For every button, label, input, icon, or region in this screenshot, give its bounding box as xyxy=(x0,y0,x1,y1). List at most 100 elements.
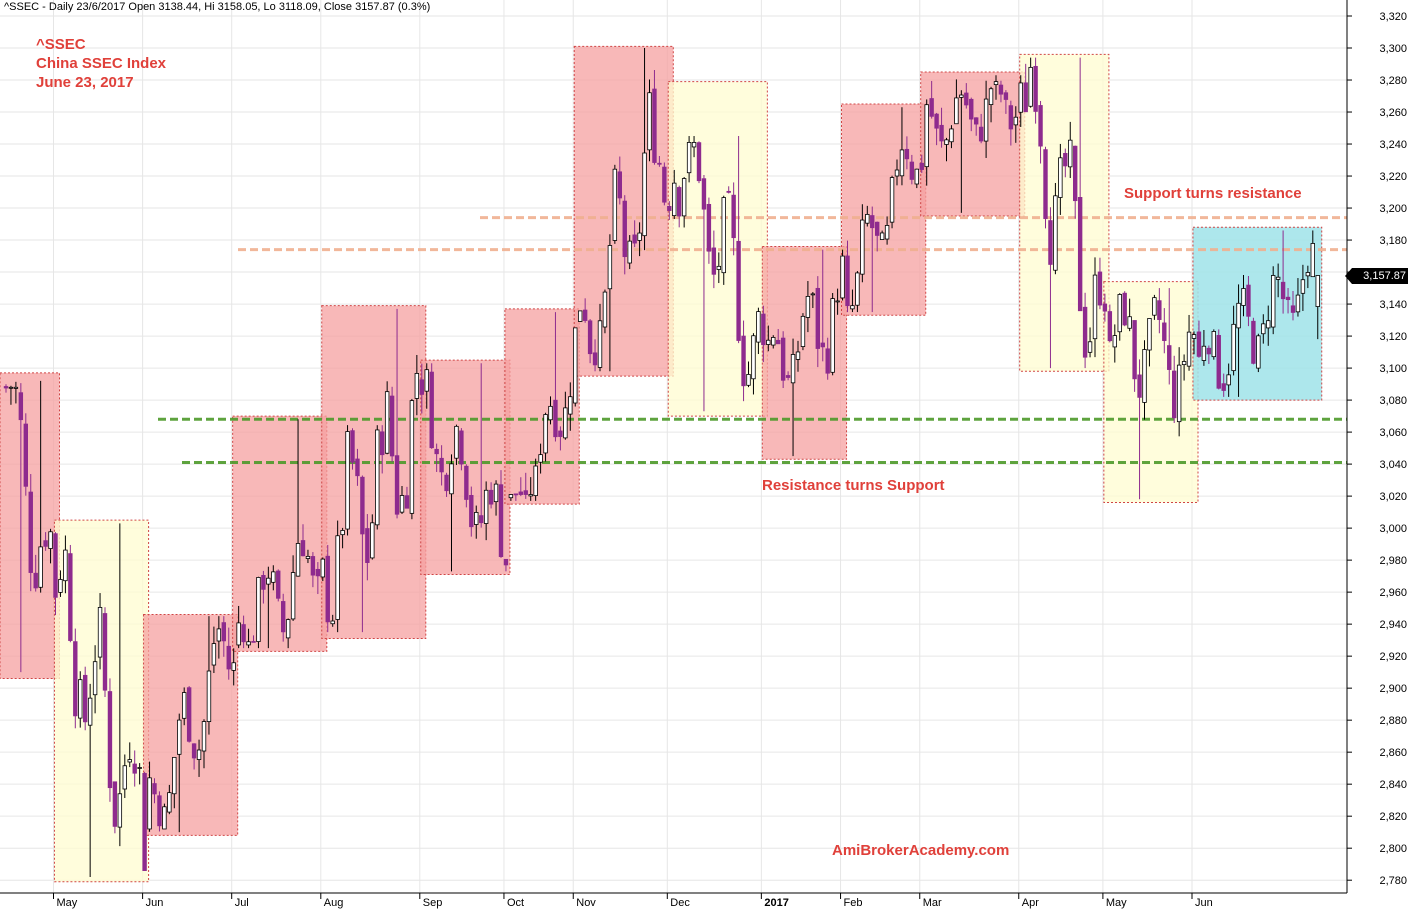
candle xyxy=(563,391,568,440)
range-box-pink xyxy=(841,103,927,316)
candle-body xyxy=(558,430,563,437)
candle xyxy=(840,249,845,301)
candle xyxy=(1137,359,1142,500)
candle-body xyxy=(58,579,63,593)
candle-body xyxy=(78,679,83,719)
candle-body xyxy=(914,168,919,185)
candle-body xyxy=(736,240,741,341)
candle xyxy=(1092,257,1098,358)
candle-body xyxy=(929,98,934,117)
candle xyxy=(132,750,137,787)
candle-body xyxy=(855,272,860,306)
candle-body xyxy=(503,558,509,566)
candle xyxy=(731,182,736,256)
x-tick-label: Jul xyxy=(235,897,249,909)
candle xyxy=(266,566,271,649)
candle-body xyxy=(607,245,613,290)
candle xyxy=(305,549,311,564)
candle xyxy=(508,493,514,501)
candle-body xyxy=(196,749,202,760)
candle xyxy=(112,781,118,834)
candle-body xyxy=(617,171,622,199)
candle xyxy=(1107,304,1113,343)
candle xyxy=(1221,373,1226,397)
candle-body xyxy=(1008,105,1014,130)
candle xyxy=(533,458,538,501)
candle-body xyxy=(1043,149,1048,219)
candle xyxy=(87,683,93,877)
candle-body xyxy=(1127,316,1132,329)
candle xyxy=(553,312,558,442)
candle-body xyxy=(1172,370,1177,419)
candle xyxy=(810,291,816,308)
candle-body xyxy=(860,219,865,275)
candle-body xyxy=(478,515,484,524)
candle xyxy=(573,327,578,407)
candle xyxy=(58,570,63,597)
candle-body xyxy=(1266,320,1271,329)
candle-body xyxy=(142,773,147,871)
candle xyxy=(904,136,910,170)
candle-body xyxy=(513,493,519,496)
candle-body xyxy=(310,556,316,576)
candle-body xyxy=(518,491,523,495)
candle xyxy=(454,424,459,465)
candle xyxy=(83,666,88,731)
candle-body xyxy=(429,371,434,449)
candle xyxy=(889,175,895,229)
candle-body xyxy=(107,691,113,789)
candle xyxy=(756,307,761,355)
candle xyxy=(1261,314,1266,344)
candle-body xyxy=(414,373,420,399)
y-tick-label: 3,020 xyxy=(1379,491,1407,503)
candle-body xyxy=(147,777,152,830)
candle xyxy=(350,428,355,470)
candle xyxy=(365,514,370,581)
candle-body xyxy=(167,792,172,813)
candle xyxy=(370,514,375,560)
candle-body xyxy=(295,543,301,577)
candle xyxy=(355,448,360,486)
candle xyxy=(790,338,796,457)
candle-body xyxy=(1152,297,1157,316)
y-tick-label: 2,980 xyxy=(1379,555,1407,567)
candle xyxy=(1008,100,1014,146)
candle xyxy=(662,162,667,206)
candle xyxy=(1102,293,1108,322)
candle xyxy=(33,554,38,592)
candle-body xyxy=(790,354,796,384)
candle-body xyxy=(1246,284,1251,317)
candle xyxy=(974,117,979,136)
candle xyxy=(216,616,222,659)
candle xyxy=(1201,330,1207,366)
candle-body xyxy=(1285,296,1291,301)
candle xyxy=(677,185,682,228)
candle-body xyxy=(622,200,627,258)
candle-body xyxy=(389,395,395,457)
candle-body xyxy=(795,351,801,360)
candle xyxy=(741,320,746,402)
candle xyxy=(424,363,429,409)
candle xyxy=(1028,57,1033,108)
candle xyxy=(523,472,528,499)
candle xyxy=(998,80,1004,103)
candle xyxy=(1152,294,1157,320)
candle xyxy=(964,83,969,109)
candle-body xyxy=(894,169,900,177)
candle xyxy=(1285,288,1291,314)
candle-body xyxy=(1206,347,1212,355)
resistance-turns-support-label: Resistance turns Support xyxy=(762,477,945,494)
candle-body xyxy=(370,522,375,559)
range-box-pink xyxy=(232,415,328,652)
candle xyxy=(518,477,523,497)
candle xyxy=(602,289,608,334)
candle xyxy=(1231,305,1236,376)
candle xyxy=(543,412,548,462)
candle xyxy=(444,472,449,497)
candle xyxy=(261,570,266,604)
candle xyxy=(894,159,900,186)
candle xyxy=(1127,298,1132,332)
candle xyxy=(1315,275,1320,340)
candle xyxy=(1206,345,1212,364)
